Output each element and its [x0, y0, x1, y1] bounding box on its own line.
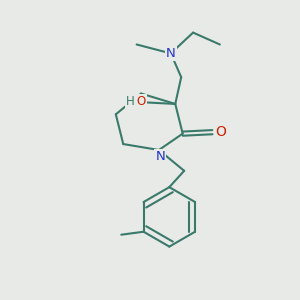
Text: N: N — [155, 150, 165, 163]
Text: H: H — [126, 95, 135, 108]
Text: O: O — [136, 95, 146, 108]
Text: N: N — [166, 47, 176, 60]
Text: O: O — [215, 125, 226, 139]
